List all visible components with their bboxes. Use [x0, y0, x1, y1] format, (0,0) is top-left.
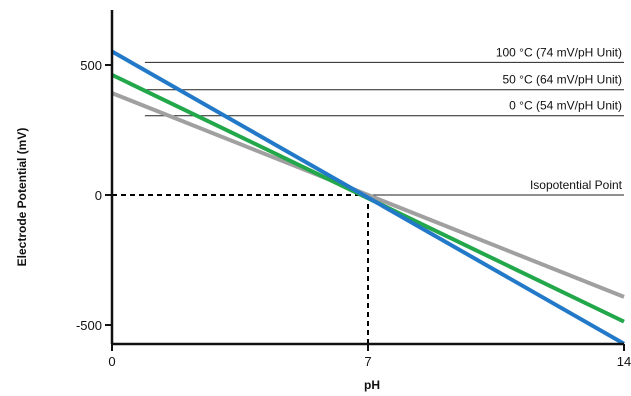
series-line-0 [111, 91, 625, 299]
ticks: 500 0 -500 0 7 14 [76, 58, 631, 369]
annotation-label-2: 0 °C (54 mV/pH Unit) [509, 99, 622, 113]
annotation-label-0: 100 °C (74 mV/pH Unit) [496, 45, 622, 59]
annotation-label-3: Isopotential Point [530, 178, 623, 192]
y-axis-label: Electrode Potential (mV) [15, 128, 29, 267]
x-tick-label-1: 7 [364, 354, 371, 369]
y-tick-label-2: -500 [76, 318, 102, 333]
y-tick-label-0: 500 [80, 58, 102, 73]
x-tick-label-2: 14 [617, 354, 631, 369]
annotation-label-1: 50 °C (64 mV/pH Unit) [502, 73, 622, 87]
axes [110, 10, 624, 346]
isopotential-dashed-guides [112, 194, 369, 344]
x-tick-label-0: 0 [108, 354, 115, 369]
annotations: 100 °C (74 mV/pH Unit) 50 °C (64 mV/pH Un… [496, 45, 623, 192]
series-lines [111, 49, 625, 346]
series-line-2 [111, 49, 625, 346]
x-axis-label: pH [364, 378, 380, 392]
axis-labels: pH Electrode Potential (mV) [15, 128, 380, 392]
y-tick-label-1: 0 [95, 188, 102, 203]
